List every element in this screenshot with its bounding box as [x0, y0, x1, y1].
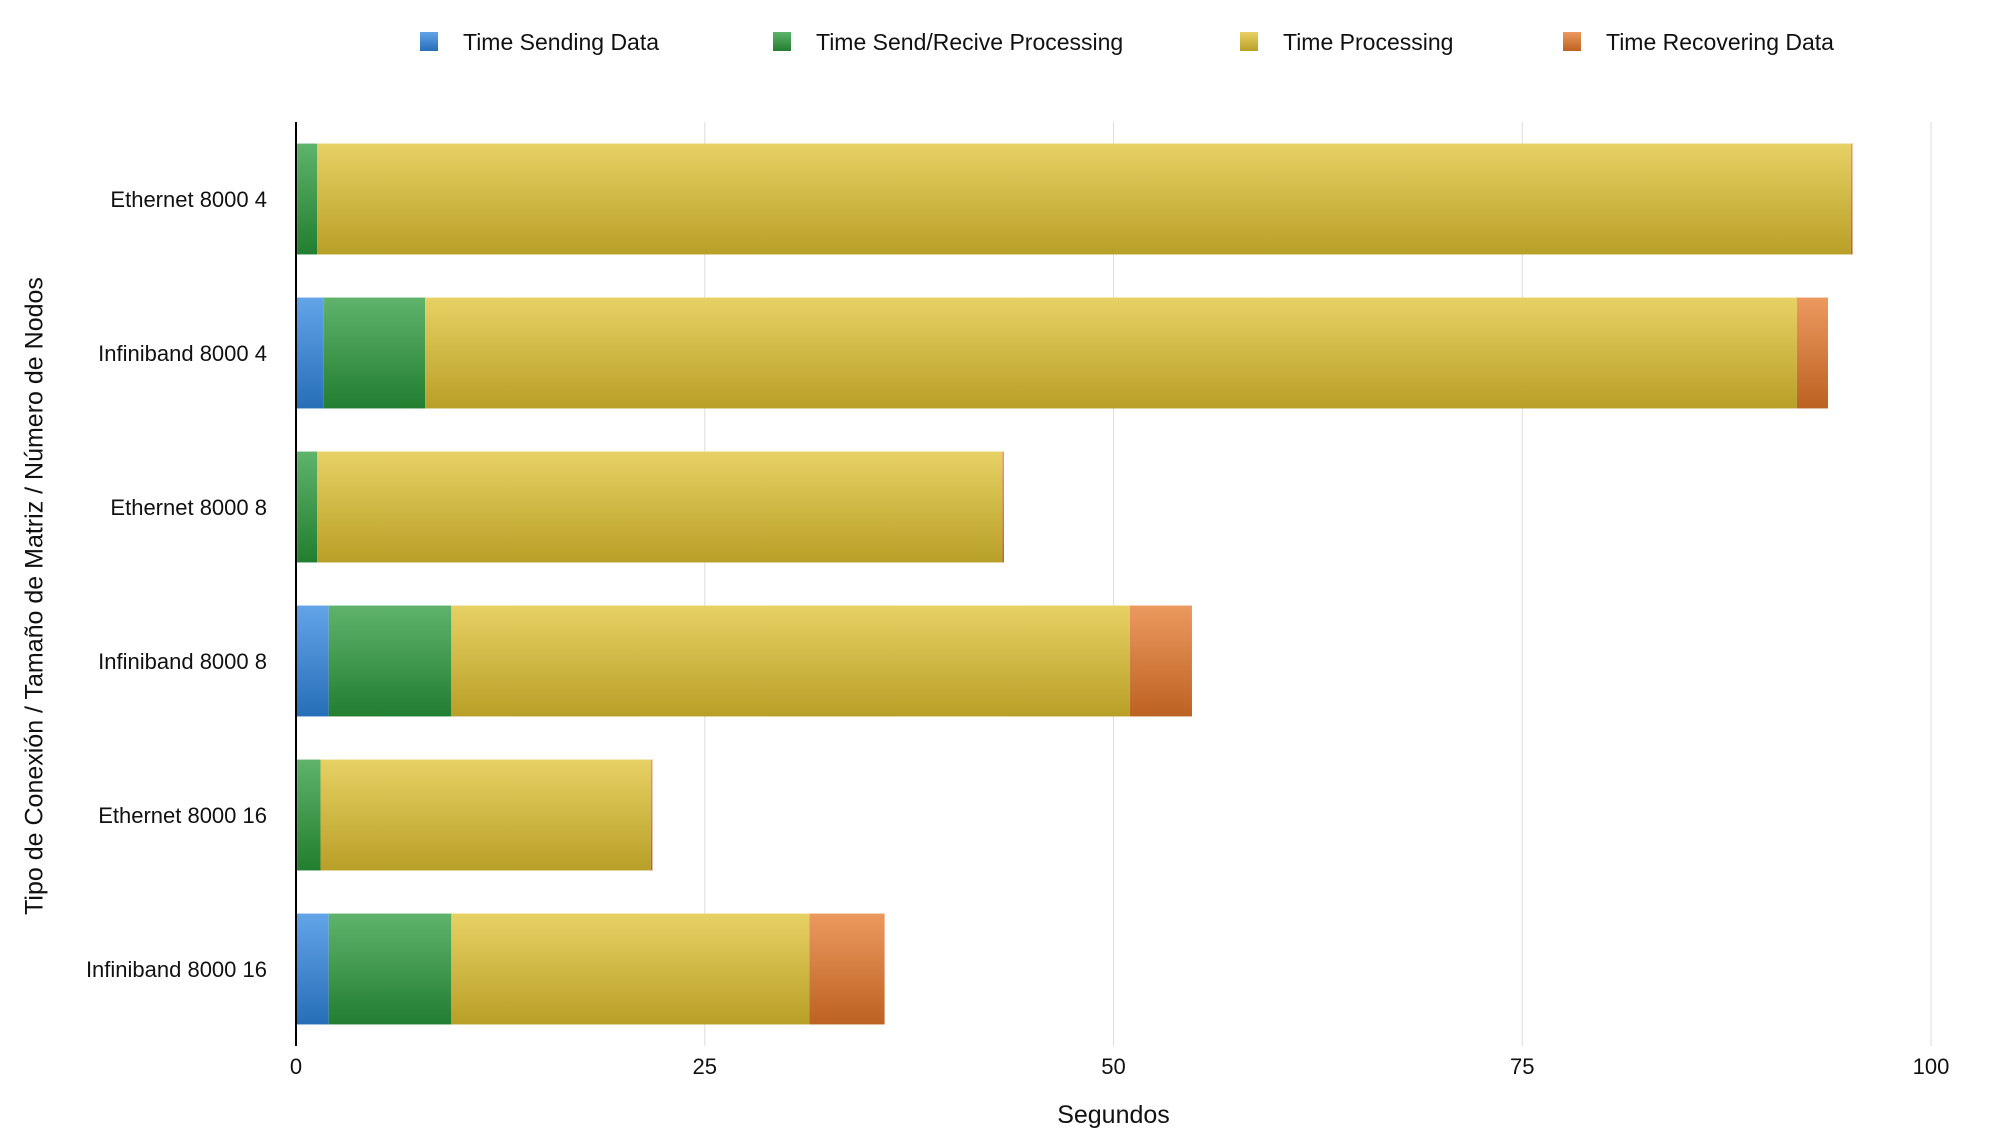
legend-label: Time Sending Data — [463, 29, 659, 55]
category-label: Infiniband 8000 8 — [98, 649, 267, 674]
legend-label: Time Send/Recive Processing — [816, 29, 1123, 55]
category-label: Infiniband 8000 4 — [98, 341, 267, 366]
category-labels: Ethernet 8000 4 Infiniband 8000 4 Ethernet… — [86, 187, 267, 982]
bar-segment — [297, 143, 318, 255]
bar-segment — [650, 759, 653, 871]
x-tick-label: 75 — [1510, 1054, 1534, 1079]
y-axis-title: Tipo de Conexión / Tamaño de Matriz / Nú… — [21, 277, 49, 915]
bar-segment — [323, 297, 426, 409]
bar-segment — [328, 913, 452, 1025]
bar-segment — [296, 605, 329, 717]
legend: Time Sending Data Time Send/Recive Proces… — [420, 29, 1834, 55]
bar-segment — [320, 759, 651, 871]
bar-segment — [317, 143, 1851, 255]
bars — [296, 143, 1853, 1025]
x-tick-label: 50 — [1101, 1054, 1125, 1079]
legend-label: Time Processing — [1283, 29, 1453, 55]
bar-segment — [328, 605, 452, 717]
bar-segment — [451, 913, 810, 1025]
category-label: Ethernet 8000 8 — [110, 495, 267, 520]
bar-segment — [296, 913, 329, 1025]
bar-segment — [1002, 451, 1004, 563]
bar-segment — [1129, 605, 1192, 717]
legend-swatch — [1240, 32, 1258, 51]
grid-lines — [704, 122, 1932, 1046]
x-tick-label: 0 — [290, 1054, 302, 1079]
bar-segment — [297, 451, 318, 563]
bar-segment — [1796, 297, 1828, 409]
bar-segment — [317, 451, 1003, 563]
x-axis-title: Segundos — [1057, 1101, 1170, 1129]
legend-swatch — [773, 32, 791, 51]
tick-labels: 0 25 50 75 100 — [290, 1054, 1949, 1079]
x-tick-label: 100 — [1913, 1054, 1950, 1079]
legend-label: Time Recovering Data — [1606, 29, 1834, 55]
legend-swatch — [1563, 32, 1581, 51]
bar-segment — [297, 759, 321, 871]
category-label: Ethernet 8000 4 — [110, 187, 267, 212]
bar-segment — [809, 913, 885, 1025]
bar-segment — [296, 297, 324, 409]
category-label: Ethernet 8000 16 — [98, 803, 267, 828]
x-tick-label: 25 — [693, 1054, 717, 1079]
bar-segment — [425, 297, 1797, 409]
bar-segment — [1850, 143, 1853, 255]
category-label: Infiniband 8000 16 — [86, 957, 267, 982]
bar-segment — [451, 605, 1130, 717]
legend-swatch — [420, 32, 438, 51]
